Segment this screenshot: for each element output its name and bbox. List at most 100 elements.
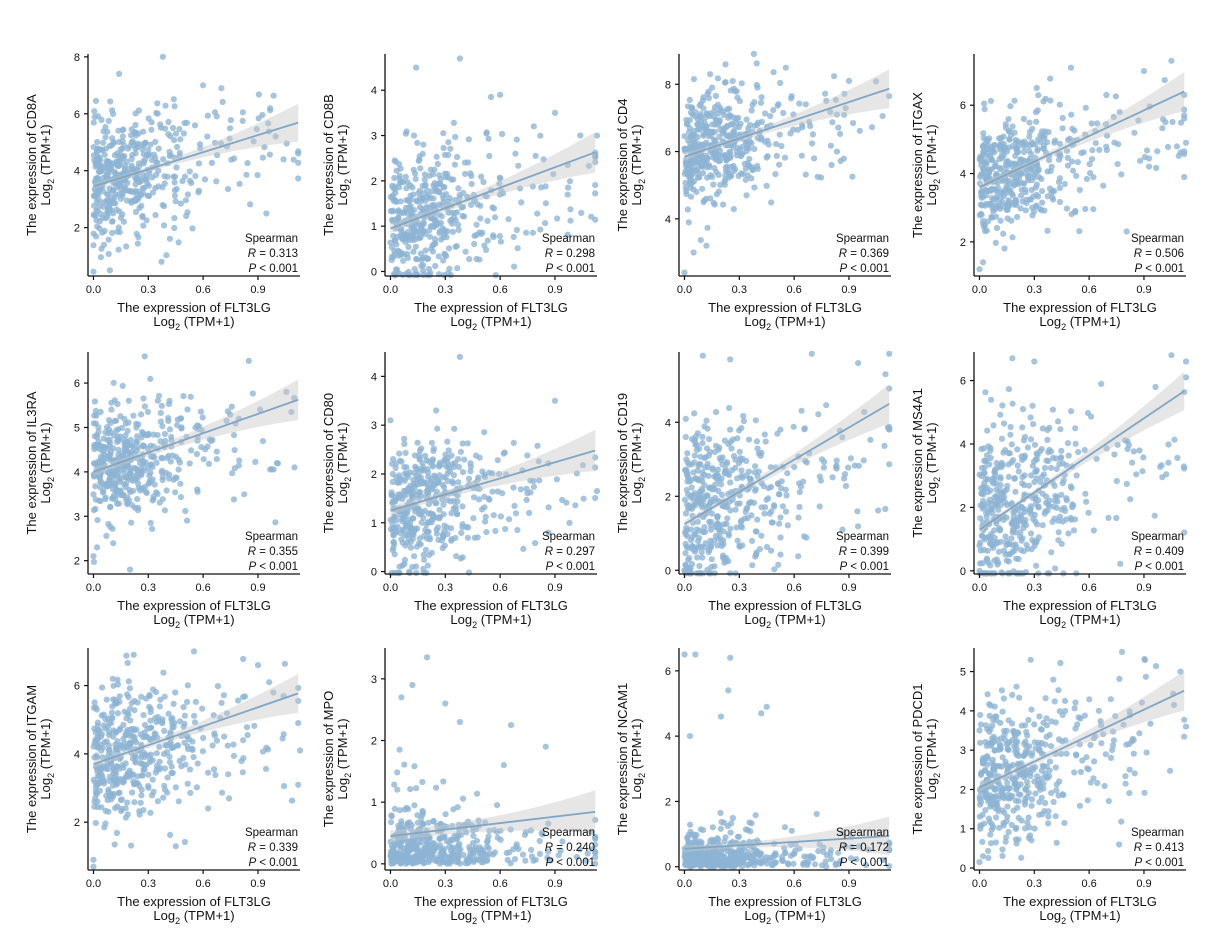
data-point <box>1021 116 1027 122</box>
data-point <box>466 476 472 482</box>
data-point <box>1045 193 1051 199</box>
x-tick-label: 0.3 <box>438 582 453 594</box>
data-point <box>120 383 126 389</box>
data-point <box>205 805 211 811</box>
data-point <box>164 174 170 180</box>
data-point <box>979 212 985 218</box>
data-point <box>410 515 416 521</box>
data-point <box>90 857 96 863</box>
data-point <box>981 486 987 492</box>
data-point <box>435 161 441 167</box>
data-point <box>444 439 450 445</box>
data-point <box>132 122 138 128</box>
data-point <box>828 162 834 168</box>
data-point <box>1012 489 1018 495</box>
data-point <box>457 719 463 725</box>
y-axis-subtitle: Log2 (TPM+1) <box>38 422 56 503</box>
data-point <box>471 494 477 500</box>
data-point <box>398 843 404 849</box>
data-point <box>489 489 495 495</box>
data-point <box>1105 515 1111 521</box>
data-point <box>486 496 492 502</box>
data-point <box>738 467 744 473</box>
data-point <box>215 683 221 689</box>
x-tick-label: 0.6 <box>786 284 801 296</box>
data-point <box>719 454 725 460</box>
data-point <box>776 162 782 168</box>
y-tick-label: 4 <box>74 749 80 761</box>
data-point <box>231 753 237 759</box>
data-point <box>114 501 120 507</box>
data-point <box>121 219 127 225</box>
data-point <box>1098 381 1104 387</box>
data-point <box>192 173 198 179</box>
data-point <box>987 497 993 503</box>
data-point <box>139 429 145 435</box>
data-point <box>184 518 190 524</box>
x-tick-label: 0.6 <box>492 582 507 594</box>
data-point <box>1003 125 1009 131</box>
data-point <box>997 527 1003 533</box>
data-point <box>393 530 399 536</box>
data-point <box>708 497 714 503</box>
data-point <box>1037 139 1043 145</box>
y-tick-label: 2 <box>371 469 377 481</box>
data-point <box>727 356 733 362</box>
data-point <box>1117 561 1123 567</box>
data-point <box>123 243 129 249</box>
data-point <box>427 536 433 542</box>
data-point <box>146 704 152 710</box>
data-point <box>683 510 689 516</box>
data-point <box>743 192 749 198</box>
data-point <box>543 200 549 206</box>
data-point <box>1113 93 1119 99</box>
data-point <box>425 563 431 569</box>
data-point <box>715 75 721 81</box>
data-point <box>511 264 517 270</box>
data-point <box>712 482 718 488</box>
data-point <box>485 837 491 843</box>
data-point <box>1009 355 1015 361</box>
data-point <box>142 403 148 409</box>
x-tick-label: 0.0 <box>383 878 398 890</box>
data-point <box>691 76 697 82</box>
data-point <box>113 418 119 424</box>
data-point <box>110 111 116 117</box>
data-point <box>395 248 401 254</box>
x-tick-label: 0.3 <box>1027 582 1042 594</box>
data-point <box>460 440 466 446</box>
x-tick-label: 0.0 <box>972 582 987 594</box>
data-point <box>158 259 164 265</box>
data-point <box>163 252 169 258</box>
data-point <box>390 547 396 553</box>
data-point <box>520 852 526 858</box>
data-point <box>127 685 133 691</box>
data-point <box>493 272 499 278</box>
data-point <box>1073 173 1079 179</box>
data-point <box>220 99 226 105</box>
data-point <box>1090 206 1096 212</box>
data-point <box>748 175 754 181</box>
data-point <box>110 727 116 733</box>
data-point <box>1068 517 1074 523</box>
data-point <box>682 467 688 473</box>
x-tick-label: 0.0 <box>383 582 398 594</box>
data-point <box>473 453 479 459</box>
data-point <box>183 197 189 203</box>
data-point <box>488 94 494 100</box>
data-point <box>1040 98 1046 104</box>
data-point <box>139 773 145 779</box>
data-point <box>110 188 116 194</box>
data-point <box>511 440 517 446</box>
data-point <box>411 802 417 808</box>
data-point <box>388 570 394 576</box>
data-point <box>980 259 986 265</box>
data-point <box>751 51 757 57</box>
data-point <box>990 480 996 486</box>
data-point <box>982 464 988 470</box>
data-point <box>107 98 113 104</box>
data-point <box>119 492 125 498</box>
data-point <box>92 483 98 489</box>
x-tick-label: 0.6 <box>195 878 210 890</box>
